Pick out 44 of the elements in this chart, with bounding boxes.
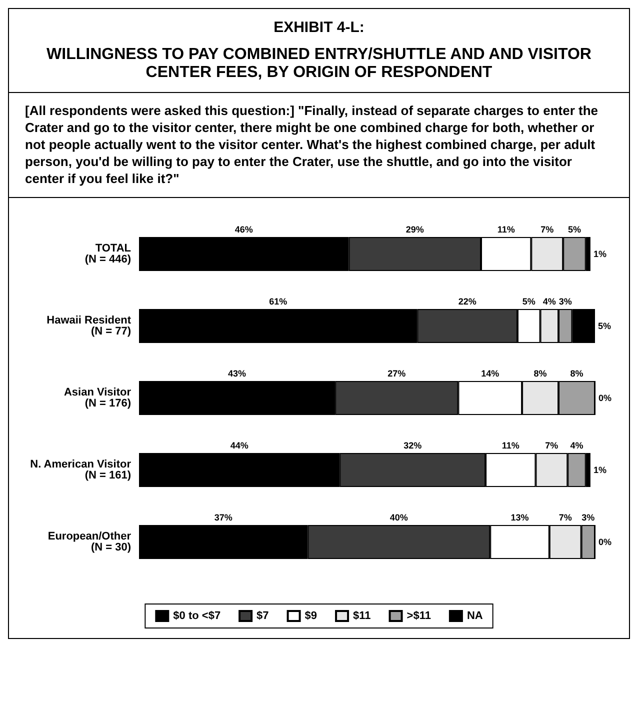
legend-label: $7 bbox=[256, 610, 269, 622]
data-label: 32% bbox=[404, 440, 422, 451]
data-label: 8% bbox=[570, 368, 584, 379]
data-label: 1% bbox=[593, 249, 606, 260]
data-label: 5% bbox=[598, 321, 612, 332]
data-label: 37% bbox=[214, 512, 232, 523]
data-label: 13% bbox=[510, 512, 529, 523]
legend-label: $0 to <$7 bbox=[173, 610, 221, 622]
data-label: 3% bbox=[582, 512, 595, 523]
legend-label: $9 bbox=[304, 610, 318, 622]
text: [All respondents were asked this question:] "Finally, instead of separate charges to enter the Crater and go to the visitor center, there might be one combined charge for both, whether or not people actually went to the visitor center. What's the highest combined charge, per adult person, you'd be willing to pay to enter the Crater, use the shuttle, and go into the visitor center if you feel like it?" bbox=[9, 93, 629, 198]
data-label: 0% bbox=[598, 393, 612, 404]
data-label: 7% bbox=[545, 440, 558, 451]
y-tick-label: N. American Visitor (N = 161) bbox=[30, 458, 132, 482]
data-label: 7% bbox=[558, 512, 572, 523]
legend-label: $11 bbox=[353, 610, 371, 622]
legend-label: >$11 bbox=[406, 610, 431, 622]
y-tick-label: European/Other (N = 30) bbox=[48, 530, 132, 554]
data-label: 4% bbox=[542, 296, 556, 307]
data-label: 5% bbox=[522, 296, 536, 307]
data-label: 11% bbox=[502, 440, 520, 451]
data-label: 8% bbox=[534, 368, 547, 379]
data-label: 40% bbox=[390, 512, 408, 523]
data-label: 0% bbox=[598, 537, 612, 548]
chart-title: EXHIBIT 4-L: bbox=[272, 19, 366, 36]
data-label: 7% bbox=[540, 224, 554, 235]
data-label: 3% bbox=[558, 296, 572, 307]
y-tick-label: TOTAL (N = 446) bbox=[84, 242, 132, 266]
data-label: 4% bbox=[570, 440, 584, 451]
data-label: 43% bbox=[228, 368, 246, 379]
data-label: 27% bbox=[388, 368, 406, 379]
chart-subtitle: WILLINGNESS TO PAY COMBINED ENTRY/SHUTTLE AND AND VISITOR CENTER FEES, BY ORIGIN OF RESPONDENT bbox=[46, 46, 592, 82]
y-tick-label: Asian Visitor (N = 176) bbox=[64, 386, 132, 410]
data-label: 5% bbox=[568, 224, 581, 235]
data-label: 29% bbox=[406, 224, 424, 235]
legend-label: NA bbox=[466, 610, 483, 622]
data-label: 44% bbox=[230, 440, 248, 451]
data-label: 46% bbox=[234, 224, 253, 235]
y-tick-label: Hawaii Resident (N = 77) bbox=[46, 314, 132, 338]
data-label: 61% bbox=[269, 296, 288, 307]
data-label: 22% bbox=[458, 296, 476, 307]
data-label: 1% bbox=[593, 465, 606, 476]
data-label: 11% bbox=[497, 224, 515, 235]
data-label: 14% bbox=[481, 368, 500, 379]
